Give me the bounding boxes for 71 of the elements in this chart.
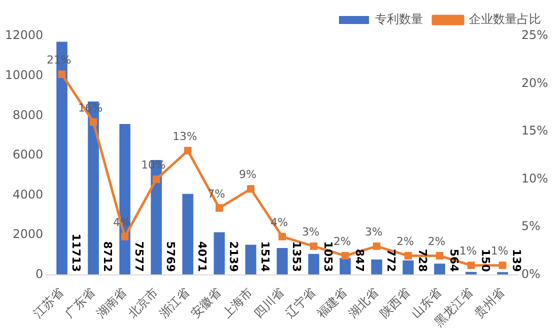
data-label: 3% (364, 226, 382, 239)
data-label: 2% (333, 235, 351, 248)
point (152, 176, 160, 184)
bar (182, 194, 194, 275)
data-label: 772 (384, 248, 398, 272)
data-label: 4% (113, 216, 131, 230)
data-label: 2139 (226, 241, 240, 272)
bar (308, 254, 320, 275)
bar (214, 232, 225, 275)
y2-tick-label: 0% (521, 267, 540, 281)
data-label: 9% (239, 168, 256, 182)
y2-tick-label: 25% (521, 28, 548, 42)
y-tick-label: 2000 (12, 227, 44, 242)
data-label: 150 (478, 248, 492, 272)
y2-tick-label: 15% (521, 124, 548, 138)
point (58, 70, 66, 78)
data-label: 728 (416, 248, 429, 272)
bar (434, 264, 446, 275)
y-tick-label: 8000 (12, 108, 44, 122)
data-label: 7577 (132, 241, 146, 272)
x-tick-label: 安徽省 (188, 285, 224, 321)
y2-tick-label: 10% (521, 171, 548, 186)
point (90, 118, 98, 126)
point (436, 252, 444, 260)
y-tick-label: 12000 (4, 28, 44, 42)
data-label: 564 (447, 248, 460, 272)
data-label: 2% (396, 235, 414, 248)
data-label: 2% (428, 235, 446, 248)
bar (276, 248, 288, 275)
data-label: 5769 (164, 241, 177, 272)
x-tick-label: 贵州省 (472, 285, 507, 321)
y-tick-label: 6000 (12, 148, 44, 162)
point (404, 252, 412, 260)
bar (371, 260, 382, 275)
y2-tick-label: 5% (521, 219, 540, 234)
point (310, 242, 318, 250)
point (184, 146, 192, 154)
y2-tick-label: 20% (521, 76, 548, 90)
point (278, 232, 286, 240)
data-label: 1% (459, 244, 477, 258)
x-tick-label: 湖南省 (94, 285, 130, 321)
legend-label: 专利数量 (375, 12, 423, 26)
data-label: 16% (78, 101, 103, 114)
point (121, 232, 129, 240)
y-tick-label: 4000 (12, 187, 44, 202)
bar (245, 244, 256, 275)
y-tick-label: 10000 (4, 68, 44, 82)
x-tick-label: 陕西省 (377, 285, 412, 321)
data-label: 13% (172, 130, 198, 144)
data-label: 1053 (321, 241, 334, 272)
data-label: 3% (302, 226, 320, 239)
point (498, 262, 506, 270)
y-tick-label: 0 (36, 267, 44, 281)
point (341, 252, 349, 260)
point (372, 242, 380, 250)
legend-label: 企业数量占比 (469, 12, 541, 26)
data-label: 1% (490, 244, 508, 258)
point (247, 185, 254, 193)
data-label: 1353 (290, 241, 303, 272)
data-label: 11713 (70, 234, 83, 272)
data-label: 139 (510, 248, 524, 272)
bar (497, 272, 508, 275)
data-label: 8712 (101, 241, 114, 272)
x-tick-label: 江苏省 (30, 285, 66, 321)
point (216, 204, 224, 212)
point (467, 262, 475, 270)
bar (402, 260, 414, 275)
data-label: 1514 (258, 241, 272, 272)
data-label: 4071 (195, 241, 208, 272)
bar (340, 258, 351, 275)
data-label: 847 (352, 248, 366, 272)
